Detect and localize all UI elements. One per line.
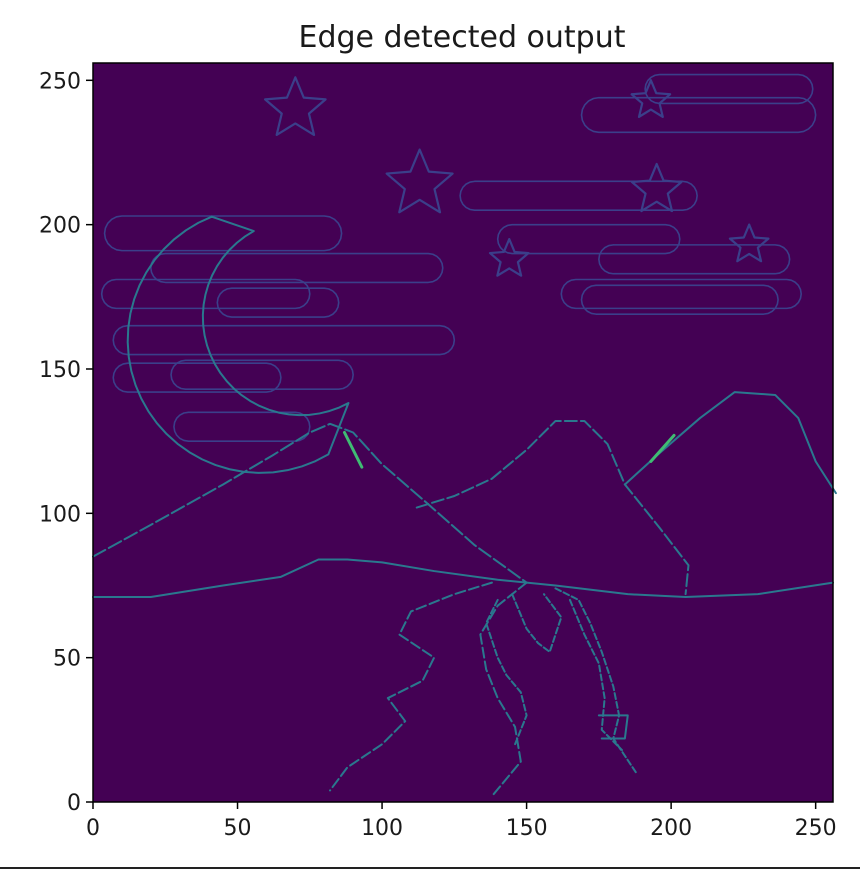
cloud-edge: [580, 284, 779, 315]
y-tick-label: 0: [67, 791, 81, 816]
mountain-edge: [415, 419, 690, 596]
y-tick-label: 50: [53, 647, 81, 672]
x-tick-label: 200: [650, 816, 692, 841]
mountain-edge-strong: [649, 433, 676, 463]
cloud-edge: [644, 73, 814, 105]
y-axis: 0 50 100 150 200 250: [39, 69, 93, 816]
mountain-edge-strong: [342, 431, 364, 469]
tree-edge: [485, 598, 528, 746]
bottom-rule: [0, 867, 860, 869]
moon-edge: [126, 215, 350, 474]
cloud-edge: [580, 96, 817, 134]
cloud-edge: [216, 287, 340, 318]
y-tick-label: 150: [39, 358, 81, 383]
plot-frame: [92, 62, 834, 803]
tree-edge: [597, 714, 629, 740]
y-tick-label: 200: [39, 214, 81, 239]
y-tick-label: 100: [39, 502, 81, 527]
edge-map: [92, 73, 837, 798]
cloud-edge: [112, 324, 456, 356]
x-tick-label: 100: [361, 816, 403, 841]
mountain-edge: [92, 422, 528, 584]
y-tick-label: 250: [39, 69, 81, 94]
cloud-edge: [173, 411, 311, 442]
cloud-edge: [560, 278, 803, 310]
star-edge: [630, 162, 683, 213]
star-edge: [385, 148, 454, 214]
x-axis: 0 50 100 150 200 250: [86, 802, 837, 841]
cloud-edge: [170, 359, 354, 390]
tree-edge: [568, 598, 623, 752]
x-tick-label: 50: [224, 816, 252, 841]
cloud-edge: [459, 180, 698, 212]
plot-background: [93, 63, 833, 802]
x-tick-label: 150: [506, 816, 548, 841]
tree-edge: [554, 587, 638, 775]
horizon-edge: [92, 558, 834, 599]
plot-area: [92, 62, 837, 803]
road-edge: [329, 581, 493, 792]
star-edge: [264, 76, 327, 136]
x-tick-label: 0: [86, 816, 100, 841]
cloud-edge: [598, 244, 791, 275]
chart-title: Edge detected output: [299, 20, 626, 55]
star-edge: [630, 79, 672, 118]
tree-edge: [511, 593, 563, 653]
star-edge: [488, 237, 530, 277]
cloud-edge: [496, 223, 681, 255]
cloud-edge: [103, 215, 343, 252]
cloud-edge: [100, 278, 311, 310]
road-edge: [479, 581, 528, 798]
mountain-edge: [623, 391, 837, 495]
x-tick-label: 250: [795, 816, 837, 841]
star-edge: [728, 223, 770, 263]
cloud-edge: [112, 362, 282, 393]
